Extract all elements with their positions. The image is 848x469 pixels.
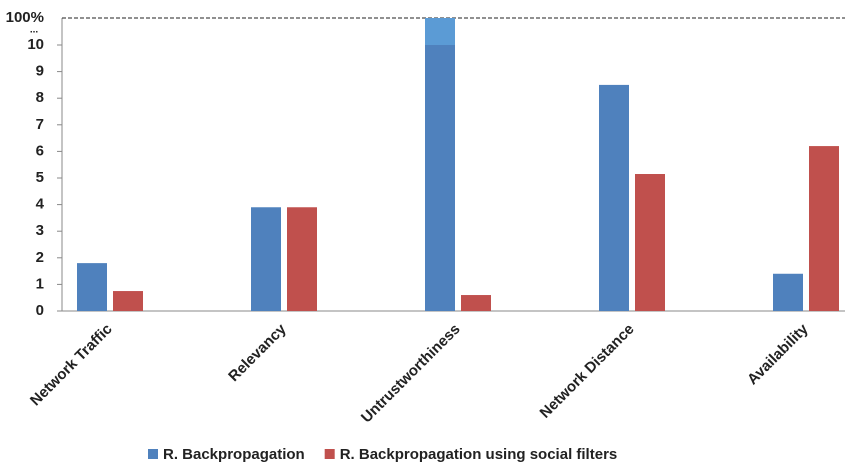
y-tick-label: 8 <box>36 89 44 106</box>
y-tick-label: 4 <box>36 196 45 213</box>
y-tick-label: 3 <box>36 222 44 239</box>
y-tick-label: 9 <box>36 63 44 80</box>
x-tick-label: Relevancy <box>225 320 290 385</box>
y-tick-label: 10 <box>27 36 44 53</box>
x-tick-label: Network Distance <box>537 321 638 422</box>
bar <box>773 273 803 311</box>
x-tick-label: Network Traffic <box>27 321 116 410</box>
legend-label: R. Backpropagation <box>163 446 305 463</box>
legend-swatch <box>148 449 158 459</box>
bar <box>287 207 317 311</box>
legend-swatch <box>324 449 335 459</box>
y-tick-label: 5 <box>36 169 44 186</box>
y-tick-label: 2 <box>36 249 44 266</box>
bar <box>425 45 455 311</box>
legend-label: R. Backpropagation using social filters <box>340 446 618 463</box>
y-tick-label: 6 <box>36 142 44 159</box>
bar <box>599 84 629 312</box>
break-ellipsis: ... <box>30 25 39 36</box>
y-tick-label: 1 <box>36 275 44 292</box>
bar <box>809 146 839 311</box>
bar <box>77 263 107 311</box>
y-tick-label: 0 <box>36 302 44 319</box>
y-tick-label: 7 <box>36 116 44 133</box>
bar <box>635 174 665 311</box>
bar-break-part <box>425 18 455 45</box>
x-tick-label: Availability <box>744 320 812 388</box>
break-label: 100% <box>6 9 44 26</box>
bar <box>113 291 143 311</box>
bar <box>251 207 281 311</box>
x-tick-label: Untrustworthiness <box>358 321 464 427</box>
bar <box>461 295 491 311</box>
